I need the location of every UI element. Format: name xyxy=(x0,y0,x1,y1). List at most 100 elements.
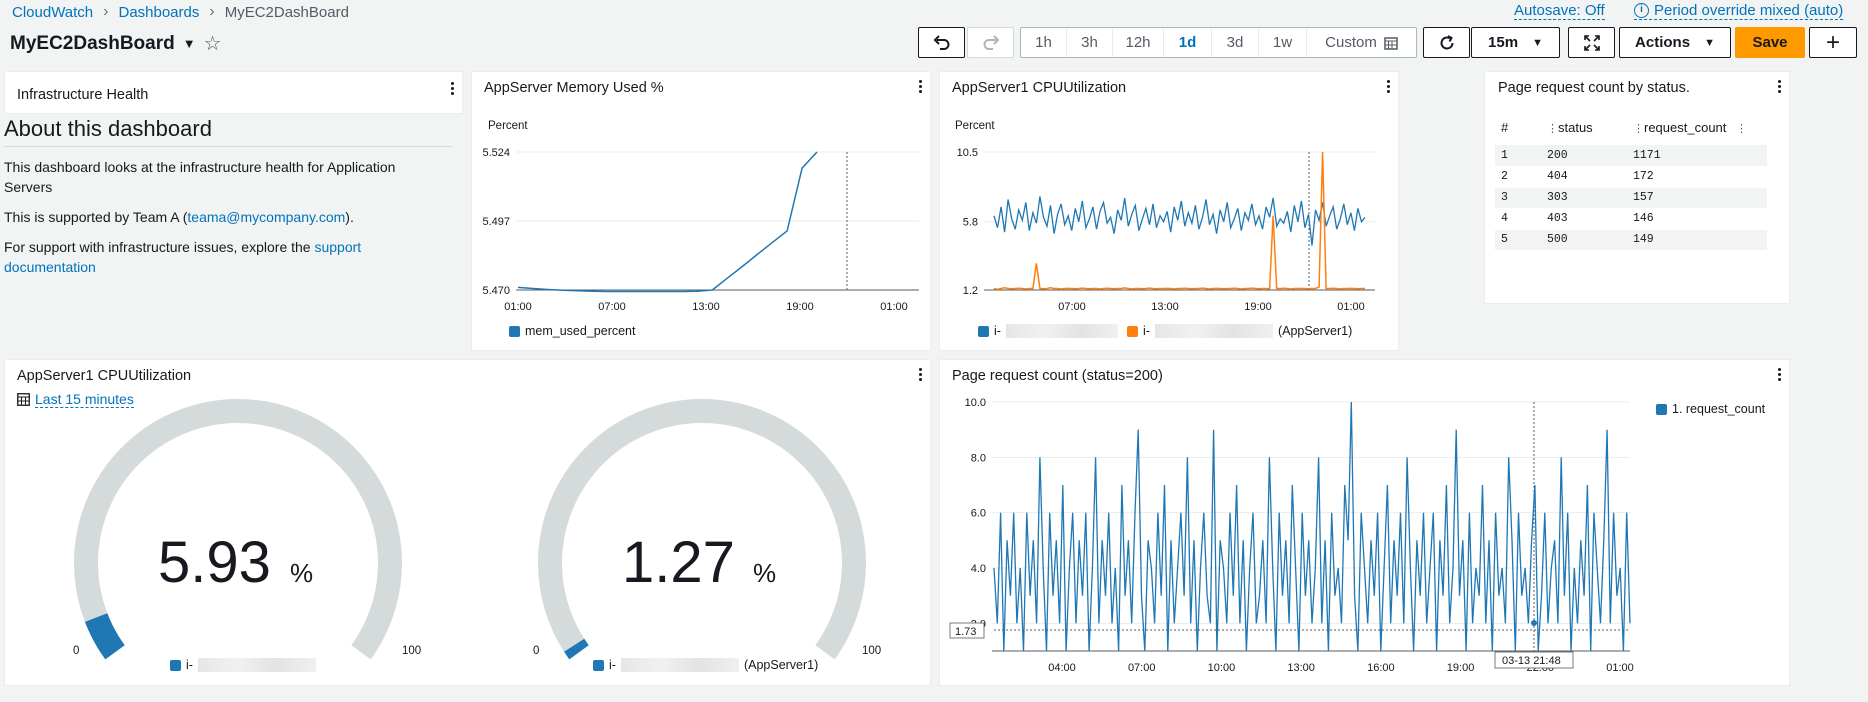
gauge-min-label: 0 xyxy=(533,645,539,657)
widget-memory: AppServer Memory Used % Percent 5.470 5.4… xyxy=(471,71,931,351)
cpu-chart: Percent 1.2 5.8 10.5 07:00 13:00 19:00 01:00 xyxy=(955,120,1375,313)
time-range-1w[interactable]: 1w xyxy=(1259,28,1307,57)
widget-status-table: Page request count by status. # ⋮status … xyxy=(1484,71,1790,304)
widget-title: Page request count by status. xyxy=(1498,80,1690,96)
add-widget-button[interactable]: + xyxy=(1809,27,1857,58)
about-p2-text: This is supported by Team A ( xyxy=(4,209,188,225)
widget-menu-icon[interactable] xyxy=(1778,366,1781,383)
widget-menu-icon[interactable] xyxy=(451,80,454,97)
series-mem-used-percent xyxy=(517,151,818,293)
time-range-1d[interactable]: 1d xyxy=(1164,28,1212,57)
about-paragraph-1: This dashboard looks at the infrastructu… xyxy=(4,159,396,195)
widget-cpu-line: AppServer1 CPUUtilization Percent 1.2 5.8… xyxy=(939,71,1399,351)
widget-title: AppServer1 CPUUtilization xyxy=(17,368,192,384)
legend-item[interactable]: i- (AppServer1) xyxy=(593,658,818,672)
series-cpu-appserver1 xyxy=(993,151,1365,291)
star-icon[interactable]: ☆ xyxy=(203,33,222,55)
widget-menu-icon[interactable] xyxy=(919,366,922,383)
time-range-3h[interactable]: 3h xyxy=(1067,28,1113,57)
caret-down-icon: ▼ xyxy=(1532,36,1543,49)
breadcrumb-cloudwatch[interactable]: CloudWatch xyxy=(12,3,94,21)
refresh-button[interactable] xyxy=(1423,27,1470,58)
time-range-custom[interactable]: Custom xyxy=(1307,28,1416,57)
gauge-track xyxy=(538,399,866,660)
gauge-track xyxy=(74,399,402,660)
support-docs-link[interactable]: support documentation xyxy=(4,239,362,275)
chevron-right-icon: › xyxy=(209,3,215,20)
fullscreen-button[interactable] xyxy=(1568,27,1615,58)
gauge-chart: 0 100 0 100 5.93 % 1.27 % xyxy=(73,399,881,660)
legend-swatch xyxy=(509,325,520,337)
refresh-interval-value: 15m xyxy=(1488,34,1519,51)
table-row: 2 404 172 xyxy=(1495,166,1767,188)
column-header[interactable]: ⋮status xyxy=(1547,120,1593,135)
x-tick-label: 19:00 xyxy=(1447,662,1475,674)
x-tick-label: 01:00 xyxy=(1337,301,1365,313)
table-row: 5 500 149 xyxy=(1495,229,1767,251)
undo-button[interactable] xyxy=(918,27,965,58)
gauge-max-label: 100 xyxy=(862,645,881,657)
email-link[interactable]: teama@mycompany.com xyxy=(187,209,346,225)
legend-label-suffix: (AppServer1) xyxy=(1277,324,1353,338)
memory-chart: Percent 5.470 5.497 5.524 01:00 07:00 13:00 1… xyxy=(482,120,919,313)
legend-label: i- xyxy=(994,324,1001,338)
period-override[interactable]: i Period override mixed (auto) xyxy=(1634,2,1844,20)
request-chart: 2.04.06.08.010.0 04:0007:0010:0013:0016:… xyxy=(949,397,1634,674)
x-tick-label: 19:00 xyxy=(1244,301,1272,313)
table-header-row: # ⋮status ⋮request_count ⋮ xyxy=(1495,114,1767,145)
custom-label: Custom xyxy=(1325,34,1377,51)
info-icon: i xyxy=(1634,3,1649,18)
column-header[interactable]: # xyxy=(1501,120,1509,135)
time-range-12h[interactable]: 12h xyxy=(1113,28,1164,57)
redacted-id xyxy=(197,658,316,672)
page-title: MyEC2DashBoard xyxy=(10,32,175,54)
save-button[interactable]: Save xyxy=(1735,27,1805,58)
autosave-toggle[interactable]: Autosave: Off xyxy=(1514,2,1605,20)
time-range-1h[interactable]: 1h xyxy=(1021,28,1067,57)
about-paragraph-2: This is supported by Team A (teama@mycom… xyxy=(4,207,452,227)
status-table: # ⋮status ⋮request_count ⋮ 1 200 1171 2 404… xyxy=(1495,114,1767,251)
legend-item[interactable]: 1. request_count xyxy=(1656,402,1765,416)
widget-menu-icon[interactable] xyxy=(1387,78,1390,95)
breadcrumb: CloudWatch › Dashboards › MyEC2DashBoard xyxy=(12,3,349,21)
time-range-3d[interactable]: 3d xyxy=(1212,28,1259,57)
x-tick-label: 01:00 xyxy=(504,301,532,313)
period-indicator[interactable]: Last 15 minutes xyxy=(17,391,134,408)
caret-down-icon[interactable]: ▼ xyxy=(182,36,196,51)
gauge-min-label: 0 xyxy=(73,645,79,657)
legend-label: mem_used_percent xyxy=(525,324,636,338)
legend-item[interactable]: i- xyxy=(978,324,1118,338)
y-tick-label: 1.2 xyxy=(963,285,978,297)
about-section: About this dashboard This dashboard look… xyxy=(4,114,452,277)
legend-swatch xyxy=(978,325,989,337)
legend-label: 1. request_count xyxy=(1672,402,1766,416)
legend-item[interactable]: i- (AppServer1) xyxy=(1127,324,1352,338)
period-label: Last 15 minutes xyxy=(35,391,134,408)
refresh-icon xyxy=(1440,34,1453,49)
refresh-interval-select[interactable]: 15m ▼ xyxy=(1471,27,1560,58)
widget-cpu-gauges: AppServer1 CPUUtilization Last 15 minute… xyxy=(4,359,931,686)
x-tick-label: 16:00 xyxy=(1367,662,1395,674)
breadcrumb-current: MyEC2DashBoard xyxy=(224,3,349,21)
actions-button[interactable]: Actions ▼ xyxy=(1619,27,1731,58)
widget-menu-icon[interactable] xyxy=(919,78,922,95)
y-tick-label: 6.0 xyxy=(971,508,986,520)
legend-item[interactable]: i- xyxy=(170,658,316,672)
breadcrumb-dashboards[interactable]: Dashboards xyxy=(118,3,200,21)
widget-menu-icon[interactable] xyxy=(1778,78,1781,95)
expand-icon xyxy=(1583,34,1600,51)
gauge-value: 1.27 xyxy=(622,530,735,595)
gauge-fill xyxy=(564,638,589,660)
legend-item[interactable]: mem_used_percent xyxy=(509,324,635,338)
x-tick-label: 13:00 xyxy=(1287,662,1315,674)
time-range-selector: 1h 3h 12h 1d 3d 1w Custom xyxy=(1020,27,1417,58)
y-tick-label: 5.524 xyxy=(482,147,510,159)
y-tick-label: 8.0 xyxy=(971,452,986,464)
legend-swatch xyxy=(170,659,181,671)
period-override-label: Period override mixed (auto) xyxy=(1654,2,1844,19)
redacted-id xyxy=(1005,324,1118,338)
legend-swatch xyxy=(1127,325,1138,337)
undo-icon xyxy=(933,34,949,50)
redo-button[interactable] xyxy=(967,27,1014,58)
column-header[interactable]: ⋮request_count ⋮ xyxy=(1633,120,1748,135)
